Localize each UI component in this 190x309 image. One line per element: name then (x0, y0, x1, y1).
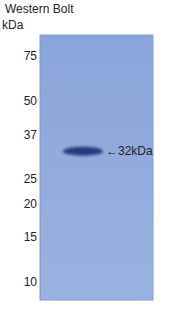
y-tick: 10 (24, 275, 40, 289)
membrane (40, 35, 153, 300)
y-tick-label: 10 (24, 275, 38, 289)
y-tick-label: 37 (24, 128, 38, 142)
band-label: ←32kDa (106, 144, 153, 158)
title: Western Bolt (5, 2, 74, 16)
y-tick: 50 (24, 94, 40, 108)
y-tick: 25 (24, 172, 40, 186)
y-tick-label: 20 (24, 197, 38, 211)
bands (63, 147, 103, 156)
y-axis: 75 50 37 25 20 15 10 (24, 36, 41, 301)
y-tick: 20 (24, 197, 40, 211)
figure: Western Bolt kDa 75 50 37 25 20 15 10 ←32kDa (0, 0, 190, 309)
y-tick-label: 25 (24, 172, 38, 186)
y-tick-label: 15 (24, 230, 38, 244)
y-axis-line (40, 36, 41, 301)
y-tick: 15 (24, 230, 40, 244)
band (63, 147, 103, 156)
y-tick: 75 (24, 49, 40, 63)
y-tick: 37 (24, 128, 40, 142)
y-tick-label: 50 (24, 94, 38, 108)
y-axis-label: kDa (2, 18, 24, 32)
y-tick-label: 75 (24, 49, 38, 63)
